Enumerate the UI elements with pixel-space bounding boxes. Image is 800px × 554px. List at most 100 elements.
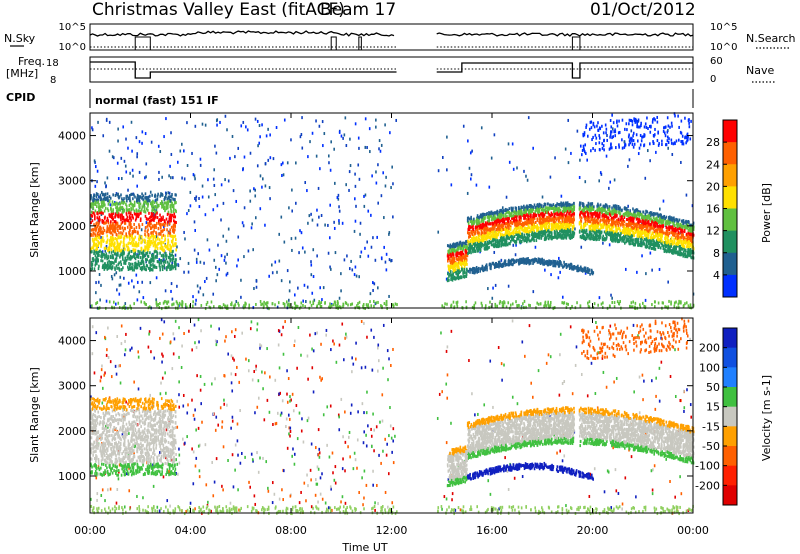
data-cell bbox=[128, 241, 130, 245]
data-cell bbox=[137, 197, 139, 201]
data-cell bbox=[572, 220, 575, 224]
data-cell bbox=[573, 208, 576, 212]
data-cell bbox=[103, 265, 105, 269]
data-cell bbox=[114, 246, 117, 250]
data-cell bbox=[172, 229, 175, 233]
data-cell bbox=[95, 235, 98, 239]
data-cell bbox=[528, 219, 531, 223]
data-cell bbox=[524, 239, 527, 243]
data-cell bbox=[116, 248, 119, 252]
data-cell bbox=[306, 285, 309, 289]
data-cell bbox=[336, 196, 339, 200]
data-cell bbox=[91, 211, 94, 215]
data-cell bbox=[162, 260, 165, 264]
data-cell bbox=[480, 238, 483, 242]
data-cell bbox=[101, 238, 103, 242]
data-cell bbox=[657, 242, 660, 246]
data-cell bbox=[528, 229, 531, 233]
data-cell bbox=[338, 221, 340, 225]
data-cell bbox=[173, 260, 176, 264]
data-cell bbox=[174, 215, 177, 219]
freq-strip: Freq. [MHz] 18 8 60 0 Nave bbox=[6, 55, 776, 86]
data-cell bbox=[609, 237, 612, 241]
data-cell bbox=[665, 229, 668, 233]
data-cell bbox=[94, 263, 97, 267]
data-cell bbox=[141, 251, 144, 255]
data-cell bbox=[567, 225, 570, 229]
data-cell bbox=[584, 180, 587, 184]
data-cell bbox=[476, 214, 479, 218]
data-cell bbox=[566, 230, 569, 234]
data-cell bbox=[333, 147, 335, 151]
data-cell bbox=[152, 263, 154, 267]
data-cell bbox=[553, 226, 555, 230]
data-cell bbox=[195, 260, 198, 264]
data-cell bbox=[155, 224, 157, 228]
data-cell bbox=[168, 195, 171, 199]
data-cell bbox=[113, 244, 116, 248]
data-cell bbox=[529, 213, 532, 217]
data-cell bbox=[533, 203, 536, 207]
data-cell bbox=[599, 171, 602, 175]
data-cell bbox=[157, 205, 159, 209]
data-cell bbox=[480, 241, 483, 245]
data-cell bbox=[160, 244, 163, 248]
data-cell bbox=[532, 217, 535, 221]
data-cell bbox=[588, 227, 591, 231]
data-cell bbox=[568, 230, 570, 234]
data-cell bbox=[623, 215, 626, 219]
data-cell bbox=[194, 302, 197, 306]
data-cell bbox=[551, 213, 554, 217]
data-cell bbox=[170, 240, 173, 244]
data-cell bbox=[184, 237, 186, 241]
data-cell bbox=[104, 262, 106, 266]
data-cell bbox=[610, 216, 613, 220]
data-cell bbox=[465, 271, 468, 275]
data-cell bbox=[109, 266, 112, 270]
data-cell bbox=[540, 223, 543, 227]
data-cell bbox=[455, 265, 457, 269]
data-cell bbox=[169, 216, 172, 220]
data-cell bbox=[522, 223, 525, 227]
data-cell bbox=[475, 222, 478, 226]
data-cell bbox=[107, 248, 109, 252]
data-cell bbox=[108, 120, 111, 124]
data-cell bbox=[368, 127, 371, 131]
data-cell bbox=[186, 121, 188, 125]
data-cell bbox=[100, 283, 102, 287]
data-cell bbox=[668, 231, 671, 235]
data-cell bbox=[516, 230, 519, 234]
data-cell bbox=[525, 217, 528, 221]
data-cell bbox=[640, 216, 643, 220]
data-cell bbox=[476, 239, 479, 243]
data-cell bbox=[199, 163, 202, 167]
data-cell bbox=[453, 263, 456, 267]
data-cell bbox=[641, 227, 643, 231]
data-cell bbox=[131, 231, 134, 235]
data-cell bbox=[519, 232, 522, 236]
data-cell bbox=[166, 223, 169, 227]
data-cell bbox=[651, 268, 653, 272]
data-cell bbox=[380, 143, 383, 147]
data-cell bbox=[168, 174, 170, 178]
data-cell bbox=[111, 215, 114, 219]
data-cell bbox=[480, 229, 483, 233]
data-cell bbox=[96, 245, 99, 249]
data-cell bbox=[137, 215, 140, 219]
data-cell bbox=[354, 122, 357, 126]
data-cell bbox=[147, 204, 149, 208]
data-cell bbox=[567, 161, 570, 165]
data-cell bbox=[124, 247, 126, 251]
data-cell bbox=[549, 175, 552, 179]
data-cell bbox=[473, 230, 475, 234]
data-cell bbox=[604, 203, 607, 207]
data-cell bbox=[242, 168, 244, 172]
data-cell bbox=[146, 254, 149, 258]
data-cell bbox=[375, 125, 377, 129]
data-cell bbox=[504, 217, 506, 221]
data-cell bbox=[122, 229, 125, 233]
data-cell bbox=[197, 290, 200, 294]
data-cell bbox=[680, 225, 682, 229]
data-cell bbox=[259, 207, 262, 211]
